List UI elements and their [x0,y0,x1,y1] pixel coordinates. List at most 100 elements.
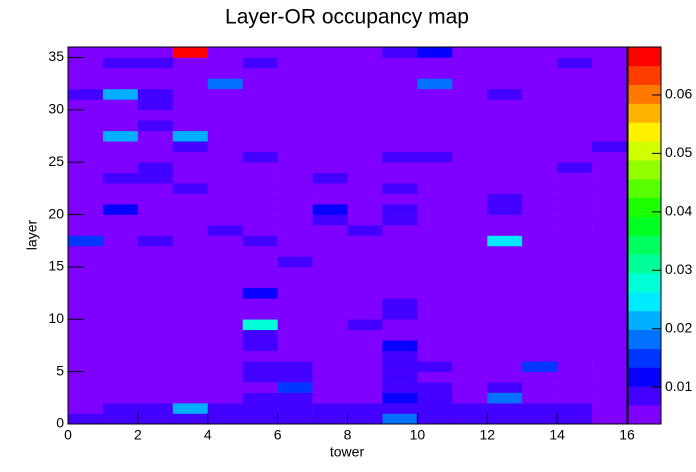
cell [557,57,593,69]
y-tick-label: 35 [48,48,64,64]
cell [417,204,453,215]
x-tick-label: 16 [619,427,635,443]
cell [557,308,593,320]
cell [557,350,593,362]
cell [312,57,348,69]
cell [557,235,593,247]
cell [137,109,174,121]
cell [312,193,348,205]
cell [102,214,139,226]
cell [417,245,453,257]
cell [347,298,383,310]
cell [172,109,209,121]
x-axis-label: tower [330,444,365,460]
cell [592,183,628,194]
cell [102,225,139,236]
cell [382,382,418,393]
cell [347,319,383,331]
cell [557,78,593,90]
cell [417,319,453,331]
cell [557,172,593,184]
cell [347,99,383,111]
cell [312,47,348,58]
cell [137,99,174,111]
cell [207,225,243,236]
cell [347,130,383,142]
x-tick-label: 6 [274,427,282,443]
cell [417,67,453,79]
cell [592,277,628,289]
cell [522,183,558,194]
cell [592,109,628,121]
cell [207,245,243,257]
cell [347,88,383,100]
cell [172,183,209,194]
cell [242,193,278,205]
cell [312,287,348,299]
cell [522,287,558,299]
cell [592,350,628,362]
cell [68,193,104,205]
cell [277,266,313,278]
cell [592,266,628,278]
cell [522,371,558,383]
cell [172,162,209,173]
cell [172,361,209,372]
cell [172,47,209,58]
cell [347,225,383,236]
cell [137,235,174,247]
cell [172,78,209,90]
cell [522,141,558,153]
cell [592,329,628,341]
cell [522,162,558,173]
cell [102,340,139,351]
cell [207,78,243,90]
cell [172,235,209,247]
cell [312,99,348,111]
cell [102,266,139,278]
cell [277,235,313,247]
x-tick-label: 2 [134,427,142,443]
cell [207,413,243,425]
cell [207,403,243,414]
cell [347,78,383,90]
cell [102,371,139,383]
cell [417,172,453,184]
color-bar-band [628,405,661,425]
cell [347,256,383,268]
cell [592,308,628,320]
cell [312,204,348,215]
cell [487,130,523,142]
cell [277,183,313,194]
color-bar-band [628,178,661,199]
cell [452,151,488,163]
cell [137,151,174,163]
cell [557,392,593,404]
cell [417,57,453,69]
cell [557,183,593,194]
cell [347,308,383,320]
cell [592,172,628,184]
cell [172,340,209,351]
color-bar-band [628,197,661,217]
cell [557,287,593,299]
cell [452,67,488,79]
cell [557,67,593,79]
cell [592,371,628,383]
cell [207,256,243,268]
cell [277,67,313,79]
cell [172,403,209,414]
cell [557,329,593,341]
color-bar-band [628,254,661,274]
cell [242,204,278,215]
cell [172,308,209,320]
cell [312,382,348,393]
cell [347,287,383,299]
cell [242,361,278,372]
cell [137,183,174,194]
cell [68,99,104,111]
cell [487,266,523,278]
cell [277,382,313,393]
cell [592,57,628,69]
cell [382,256,418,268]
